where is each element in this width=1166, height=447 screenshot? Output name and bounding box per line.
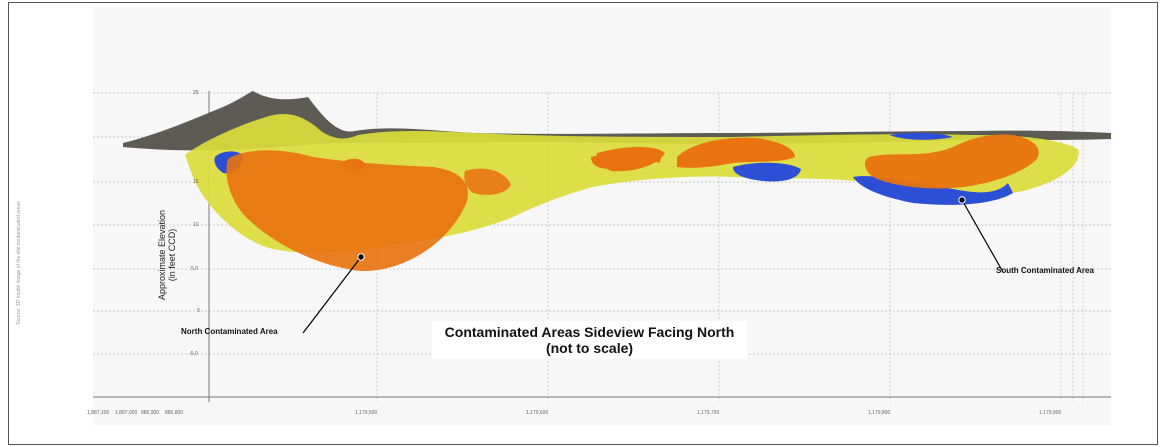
x-tick: 886,900	[141, 410, 160, 416]
orange-blob-2	[596, 146, 665, 172]
x-tick: 1,887,100	[87, 410, 110, 416]
blue-volume-south-top	[889, 132, 953, 140]
blue-volume-center	[733, 162, 801, 182]
x-tick: 1,179,700	[697, 410, 720, 416]
title-line-1: Contaminated Areas Sideview Facing North	[444, 324, 735, 340]
y-axis-label-line1: Approximate Elevation	[157, 209, 167, 301]
y-axis-label: Approximate Elevation (in feet CCD)	[157, 210, 177, 300]
orange-blob-4	[652, 154, 661, 163]
orange-volume-north	[226, 150, 468, 271]
side-note: Source: 3D model image of the site conta…	[16, 201, 22, 325]
y-tick: 25	[193, 90, 199, 96]
north-leader-line	[302, 256, 362, 334]
y-tick: 10	[193, 222, 199, 228]
north-marker	[357, 253, 365, 261]
y-tick: -5.0	[189, 351, 198, 357]
figure-frame: Source: 3D model image of the site conta…	[8, 2, 1158, 445]
x-tick: 1,179,900	[1039, 410, 1062, 416]
title-line-2: (not to scale)	[545, 340, 634, 356]
plot-area: 25 20 15 10 5.0 0 -5.0 1,887,100 1,887,0…	[87, 7, 1111, 425]
x-tick: 1,179,500	[355, 410, 378, 416]
x-tick: 1,179,800	[868, 410, 891, 416]
south-area-label: South Contaminated Area	[996, 266, 1094, 275]
south-marker	[958, 196, 966, 204]
orange-volume-north-lobe	[464, 168, 511, 195]
x-tick: 1,179,600	[526, 410, 549, 416]
north-area-label: North Contaminated Area	[181, 327, 278, 336]
south-leader-line	[961, 199, 1004, 273]
y-tick: 15	[193, 179, 199, 185]
figure-title: Contaminated Areas Sideview Facing North…	[432, 321, 747, 359]
x-tick: 886,800	[165, 410, 184, 416]
y-tick: 20	[193, 134, 199, 140]
orange-volume-south	[864, 134, 1039, 189]
model-view	[93, 91, 1111, 402]
y-tick: 0	[197, 308, 200, 314]
orange-blob-3	[677, 137, 795, 168]
x-tick: 1,887,000	[115, 410, 138, 416]
orange-volume-north-cap	[341, 158, 365, 171]
y-tick: 5.0	[191, 266, 198, 272]
y-axis-label-line2: (in feet CCD)	[167, 228, 177, 282]
